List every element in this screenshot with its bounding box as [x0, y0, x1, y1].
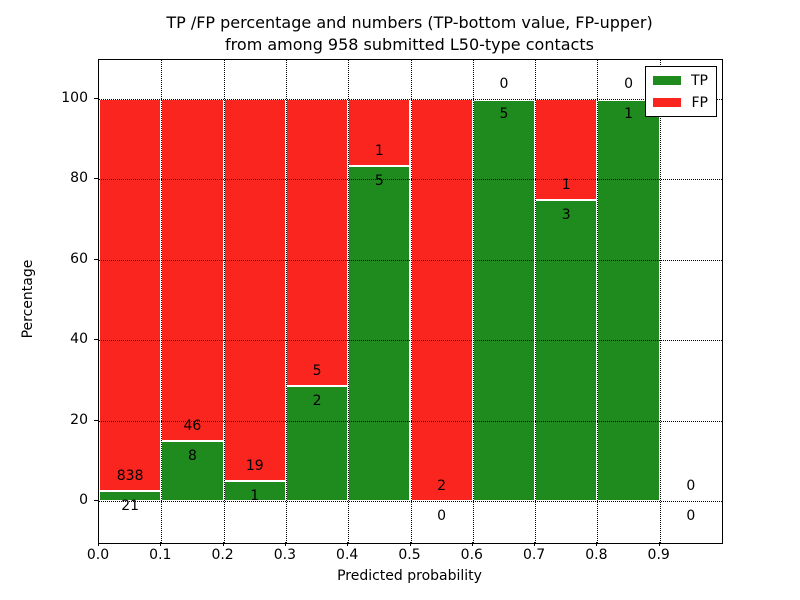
bar-count-label-tp: 2: [312, 393, 322, 410]
x-tick-label: 0.9: [647, 547, 670, 563]
x-tick: [98, 542, 99, 546]
bar-count-label-fp: 46: [183, 418, 202, 435]
bar-count-label-tp: 0: [437, 508, 447, 524]
bar-segment-fp: [410, 99, 473, 501]
y-tick-label: 40: [70, 331, 88, 348]
bar-segment-fp: [223, 99, 286, 481]
y-tick: [94, 178, 98, 180]
x-gridline: [597, 60, 599, 543]
x-tick-label: 0.0: [86, 547, 110, 563]
y-tick-label: 60: [70, 250, 88, 267]
x-gridline: [285, 60, 287, 543]
bar-count-label-tp: 5: [499, 106, 509, 122]
y-tick: [94, 258, 98, 260]
bar-count-label-tp: 21: [121, 498, 140, 515]
grid-layer: [99, 60, 722, 543]
count-labels-layer: 838 21 46 8 19 1 5 2 1 5 2 0 0 5 1 3 0 1 0 0: [99, 60, 722, 543]
bar-count-label-fp: 1: [374, 143, 384, 159]
bar-count-label-fp: 1: [561, 176, 571, 193]
y-tick: [94, 339, 98, 341]
bar-count-label-tp: 5: [374, 173, 384, 189]
x-gridline: [659, 60, 661, 543]
x-tick-label: 0.1: [149, 547, 172, 563]
x-gridline: [223, 60, 225, 543]
bar-count-label-fp: 0: [499, 76, 509, 92]
x-tick-label: 0.6: [460, 547, 483, 563]
y-tick-label: 100: [61, 90, 88, 106]
chart-title-line2: from among 958 submitted L50-type contac…: [225, 35, 594, 54]
x-tick: [658, 542, 660, 546]
bar-segment-fp: [348, 99, 411, 166]
x-tick: [222, 542, 224, 546]
x-tick-label: 0.8: [585, 547, 608, 563]
x-tick: [409, 542, 411, 546]
bar-count-label-fp: 2: [437, 478, 447, 494]
y-tick: [94, 419, 98, 421]
bar-count-label-tp: 1: [250, 487, 260, 504]
bar-count-label-fp: 19: [245, 457, 264, 474]
y-tick-label: 0: [79, 492, 88, 508]
x-tick-label: 0.2: [211, 547, 234, 563]
y-axis-title: Percentage: [20, 259, 36, 339]
x-tick: [534, 542, 536, 546]
x-tick: [347, 542, 349, 546]
y-tick-label: 80: [70, 170, 88, 187]
bar-count-label-tp: 3: [561, 206, 571, 223]
legend-item-fp: FP: [646, 95, 716, 111]
x-tick: [160, 542, 162, 546]
x-gridline: [410, 60, 412, 543]
bar-segment-tp: [535, 199, 598, 501]
tp-color-swatch: [653, 76, 681, 85]
bar-count-label-tp: 0: [686, 508, 696, 524]
chart-title: TP /FP percentage and numbers (TP-bottom…: [98, 12, 721, 56]
bars-layer: [99, 60, 722, 543]
bar-segment-fp: [161, 99, 224, 442]
bar-count-label-fp: 0: [686, 478, 696, 494]
bar-segment-fp: [285, 99, 349, 387]
fp-color-swatch: [653, 98, 681, 107]
x-tick-label: 0.4: [336, 547, 359, 563]
bar-segment-tp: [597, 99, 660, 501]
x-tick-label: 0.5: [398, 547, 421, 563]
bar-count-label-fp: 0: [624, 76, 634, 92]
bar-count-label-fp: 5: [312, 363, 322, 380]
x-gridline: [161, 60, 163, 543]
bar-count-label-tp: 8: [187, 448, 197, 465]
x-tick: [284, 542, 286, 546]
y-tick: [94, 500, 98, 501]
x-tick: [471, 542, 473, 546]
legend-item-tp: TP: [646, 73, 716, 89]
x-gridline: [472, 60, 474, 543]
bar-segment-tp: [99, 491, 162, 501]
x-tick-label: 0.3: [273, 547, 297, 563]
legend-label-fp: FP: [691, 94, 709, 111]
bar-count-label-tp: 1: [624, 106, 634, 122]
x-tick: [596, 542, 598, 546]
bar-segment-tp: [472, 99, 536, 501]
legend-label-tp: TP: [691, 72, 708, 89]
chart-title-line1: TP /FP percentage and numbers (TP-bottom…: [166, 13, 653, 32]
legend: TP FP: [645, 66, 717, 117]
x-tick-label: 0.7: [522, 547, 546, 563]
y-tick-label: 20: [70, 411, 88, 428]
bar-count-label-fp: 838: [116, 468, 144, 485]
x-gridline: [535, 60, 537, 543]
bar-segment-fp: [99, 99, 162, 492]
bar-segment-tp: [348, 166, 411, 501]
x-gridline: [348, 60, 350, 543]
y-tick: [94, 98, 98, 99]
plot-area: 838 21 46 8 19 1 5 2 1 5 2 0 0 5 1 3 0 1 0 0 TP FP: [98, 59, 723, 544]
x-axis-title: Predicted probability: [337, 568, 482, 584]
